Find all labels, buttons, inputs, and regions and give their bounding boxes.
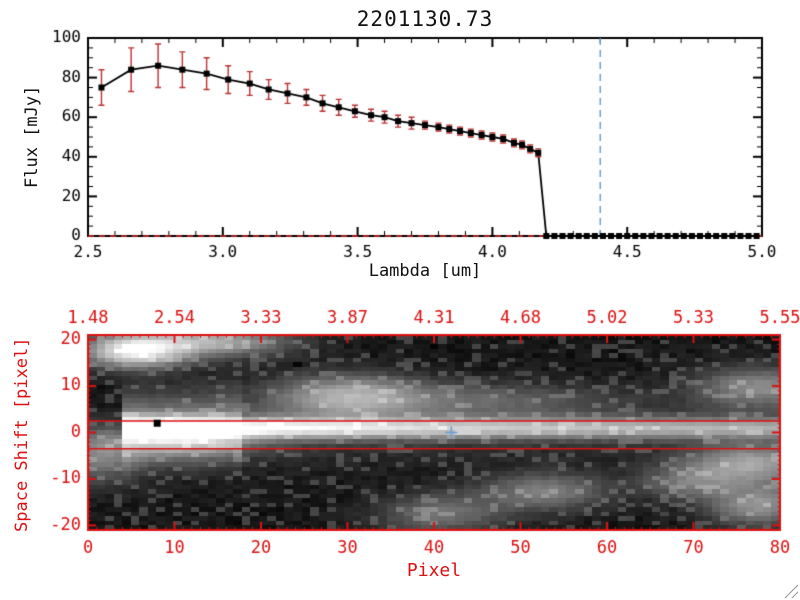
flux-axis-label: Flux [mJy]: [22, 85, 42, 189]
plot-title: 2201130.73: [356, 7, 494, 31]
pixel-axis-label: Pixel: [406, 560, 462, 581]
lambda-axis-label: Lambda [um]: [368, 261, 482, 281]
space-shift-axis-label: Space Shift [pixel]: [12, 337, 32, 532]
